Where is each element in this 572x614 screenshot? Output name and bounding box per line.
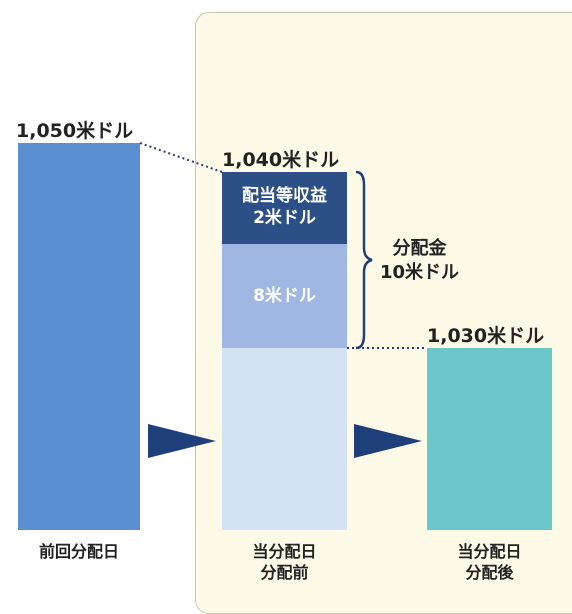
income-label-line1: 配当等収益 [242, 186, 327, 206]
previous-distribution-bar [18, 143, 140, 530]
after-distribution-bar [427, 348, 552, 530]
distribution-label-line2: 10米ドル [380, 262, 460, 283]
before-category-label: 当分配日 分配前 [222, 541, 347, 583]
before-label-line2: 分配前 [260, 563, 309, 582]
income-label-line2: 2米ドル [253, 208, 316, 228]
distribution-label: 分配金 10米ドル [380, 237, 459, 285]
distribution-brace [355, 170, 373, 350]
before-label-line1: 当分配日 [252, 542, 317, 561]
arrow-right-icon [354, 424, 422, 458]
dotted-connector-prev [139, 142, 223, 173]
capital-segment-label: 8米ドル [253, 286, 316, 306]
before-value: 1,040米ドル [222, 149, 340, 171]
previous-category-label: 前回分配日 [38, 542, 119, 561]
capital-segment [222, 244, 347, 348]
after-label-line2: 分配後 [465, 563, 514, 582]
base-segment [222, 348, 347, 530]
after-value: 1,030米ドル [427, 325, 545, 347]
income-segment-label: 配当等収益 2米ドル [222, 185, 347, 229]
after-label-line1: 当分配日 [457, 542, 522, 561]
connector-overlay [139, 142, 427, 458]
distribution-label-line1: 分配金 [392, 238, 447, 259]
arrow-right-icon [148, 424, 216, 458]
income-segment [222, 172, 347, 244]
after-category-label: 当分配日 分配後 [427, 541, 552, 583]
previous-value: 1,050米ドル [16, 120, 134, 142]
